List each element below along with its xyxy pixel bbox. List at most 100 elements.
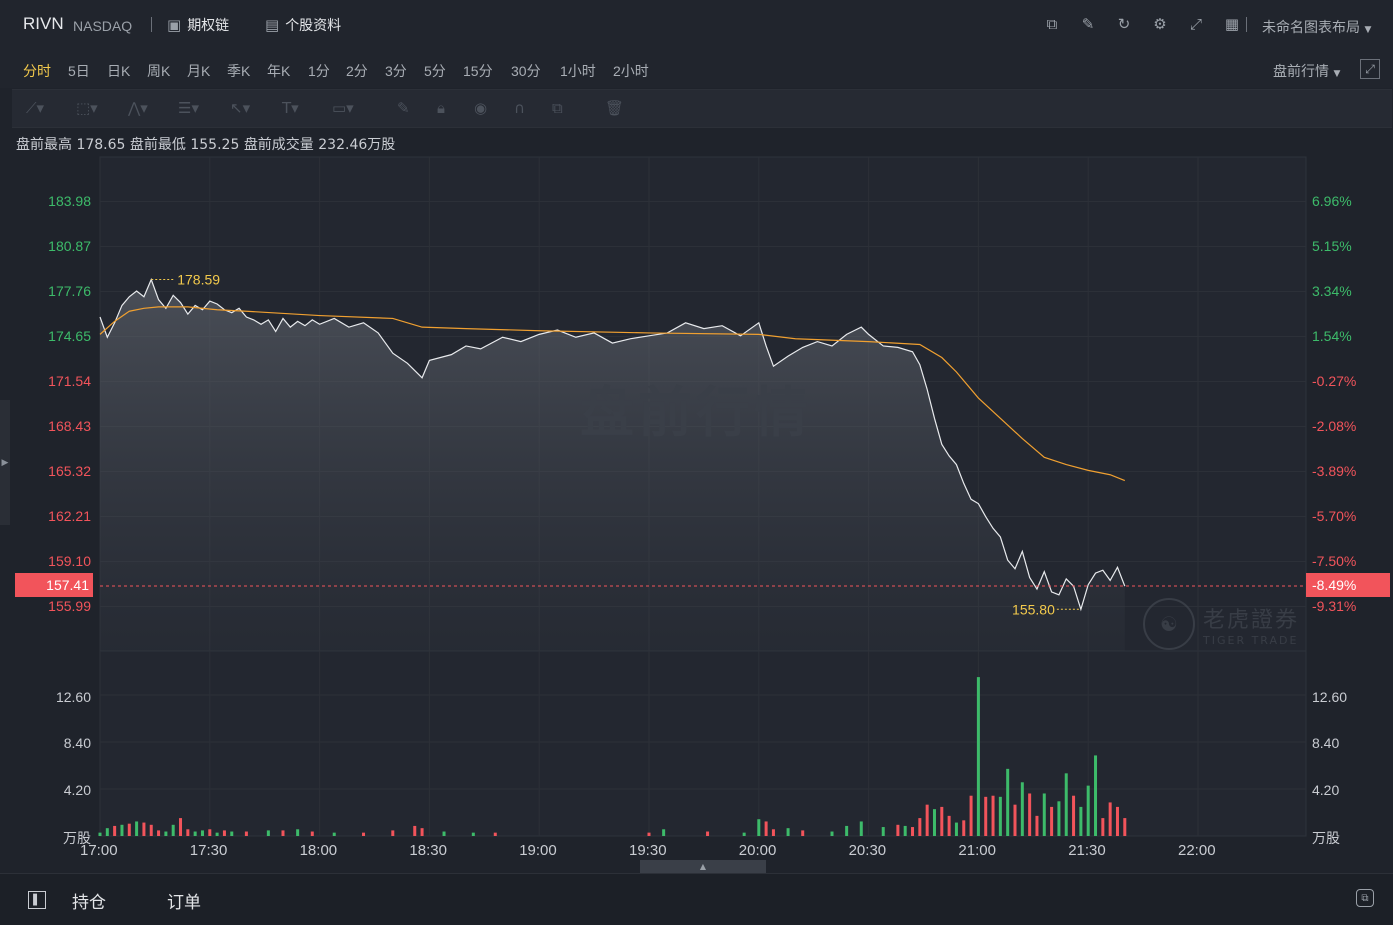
volume-bar	[1042, 793, 1046, 836]
time-tick-label: 18:30	[409, 842, 447, 859]
volume-bar	[171, 824, 175, 836]
pencil-icon[interactable]: ✎	[397, 99, 410, 117]
price-tick-label: 177.76	[48, 283, 91, 299]
tf-1h[interactable]: 1小时	[560, 63, 596, 79]
time-tick-label: 20:30	[848, 842, 887, 859]
top-bar: RIVN NASDAQ ▣ 期权链 ▤ 个股资料 ⧉ ✎ ↻ ⚙ ⤢ ▦ 未命名…	[0, 0, 1393, 51]
panel-toggle-icon[interactable]: ▌	[28, 891, 46, 909]
percent-tick-label: -2.08%	[1312, 418, 1357, 434]
logo-cn: 老虎證券	[1203, 607, 1300, 633]
tf-2m[interactable]: 2分	[346, 63, 368, 79]
percent-tick-label: 3.34%	[1312, 283, 1352, 299]
volume-bar	[1057, 801, 1061, 836]
fib-tool-icon[interactable]: ☰▾	[178, 99, 199, 117]
grid-layout-icon[interactable]: ▦	[1224, 15, 1240, 33]
divider	[151, 17, 152, 32]
tf-15m[interactable]: 15分	[463, 63, 493, 79]
tf-5m[interactable]: 5分	[424, 63, 446, 79]
volume-bar	[120, 824, 124, 836]
price-tick-label: 162.21	[48, 508, 91, 524]
tf-intraday[interactable]: 分时	[23, 63, 51, 79]
rectangle-tool-icon[interactable]: ⬚▾	[76, 99, 98, 117]
stock-profile-button[interactable]: ▤ 个股资料	[265, 15, 341, 35]
volume-bar	[1072, 795, 1076, 836]
volume-bar	[1079, 806, 1083, 836]
gear-icon[interactable]: ⚙	[1153, 15, 1167, 33]
price-area-fill	[100, 279, 1125, 651]
lock-icon[interactable]: 🔒︎	[437, 99, 445, 117]
tf-5d[interactable]: 5日	[68, 63, 90, 79]
tf-3m[interactable]: 3分	[385, 63, 407, 79]
volume-bar	[962, 820, 966, 836]
volume-tick-label: 8.40	[63, 735, 91, 751]
expand-icon[interactable]: ⤢	[1360, 59, 1380, 79]
arrow-tool-icon[interactable]: ↖▾	[230, 99, 251, 117]
line-tool-icon[interactable]: ⟋▾	[26, 99, 45, 117]
volume-bar	[1050, 806, 1054, 836]
tf-quarterly[interactable]: 季K	[227, 63, 251, 79]
volume-bar	[391, 830, 395, 836]
chart-box-icon: ▣	[167, 16, 182, 34]
panel-resize-handle[interactable]: ▲	[640, 860, 766, 873]
volume-bar	[244, 831, 248, 836]
edit-icon[interactable]: ✎	[1081, 15, 1095, 33]
volume-bar	[493, 832, 497, 836]
tf-monthly[interactable]: 月K	[187, 63, 211, 79]
volume-bar	[310, 831, 314, 836]
tf-30m[interactable]: 30分	[511, 63, 541, 79]
time-tick-label: 19:30	[629, 842, 667, 859]
layers-icon[interactable]: ⧉	[552, 99, 563, 117]
document-icon: ▤	[265, 16, 280, 34]
price-tick-label: 165.32	[48, 463, 91, 479]
pattern-tool-icon[interactable]: ⋀▾	[128, 99, 148, 117]
percent-tick-label: -0.27%	[1312, 373, 1357, 389]
trash-icon[interactable]: 🗑︎	[605, 99, 625, 117]
bottom-bar: ▌ 持仓 订单 ⧉	[0, 873, 1393, 925]
popout-icon[interactable]: ⧉	[1356, 889, 1374, 907]
refresh-icon[interactable]: ↻	[1117, 15, 1131, 33]
caret-down-icon: ▼	[1333, 69, 1341, 79]
tf-weekly[interactable]: 周K	[147, 63, 171, 79]
tf-daily[interactable]: 日K	[107, 63, 131, 79]
volume-bar	[157, 830, 161, 836]
volume-bar	[896, 824, 900, 836]
fullscreen-icon[interactable]: ⤢	[1189, 15, 1202, 33]
tf-yearly[interactable]: 年K	[267, 63, 291, 79]
tab-positions[interactable]: 持仓	[72, 893, 106, 913]
volume-bar	[230, 831, 234, 836]
note-tool-icon[interactable]: ▭▾	[332, 99, 354, 117]
volume-bar	[442, 831, 446, 836]
tab-orders[interactable]: 订单	[167, 893, 201, 913]
volume-bar	[911, 827, 915, 836]
tiger-logo: ☯ 老虎證券 TIGER TRADE	[1143, 598, 1299, 650]
volume-tick-label: 4.20	[63, 782, 91, 798]
timeframe-bar: 分时 5日 日K 周K 月K 季K 年K 1分 2分 3分 5分 15分 30分…	[0, 50, 1393, 88]
volume-bar	[332, 832, 336, 836]
volume-bar	[1020, 782, 1024, 836]
session-selector[interactable]: 盘前行情 ▼	[1273, 61, 1340, 81]
tf-2h[interactable]: 2小时	[613, 63, 649, 79]
options-chain-label: 期权链	[187, 18, 230, 34]
volume-bar	[991, 795, 995, 836]
chart-type-icon[interactable]: ⧉	[1046, 15, 1058, 33]
volume-bar	[266, 830, 270, 836]
high-value: 178.65	[76, 137, 126, 153]
price-tick-label: 155.99	[48, 598, 91, 614]
current-price-tag: 157.41	[15, 573, 93, 597]
text-tool-icon[interactable]: T▾	[282, 99, 299, 117]
layout-selector[interactable]: 未命名图表布局 ▼	[1262, 17, 1371, 37]
options-chain-button[interactable]: ▣ 期权链	[167, 15, 229, 35]
magnet-icon[interactable]: ∩	[514, 99, 525, 117]
tf-1m[interactable]: 1分	[308, 63, 330, 79]
volume-bar	[706, 831, 710, 836]
volume-bar	[362, 832, 366, 836]
side-panel-toggle[interactable]: ▶	[0, 400, 10, 525]
volume-bar	[471, 832, 475, 836]
time-tick-label: 17:00	[80, 842, 118, 859]
volume-bar	[940, 806, 944, 836]
caret-down-icon: ▼	[1364, 25, 1372, 35]
eye-icon[interactable]: ◉	[474, 99, 488, 117]
symbol-ticker[interactable]: RIVN	[23, 14, 64, 33]
volume-tick-label: 12.60	[55, 689, 91, 705]
high-label: 盘前最高	[16, 137, 72, 153]
